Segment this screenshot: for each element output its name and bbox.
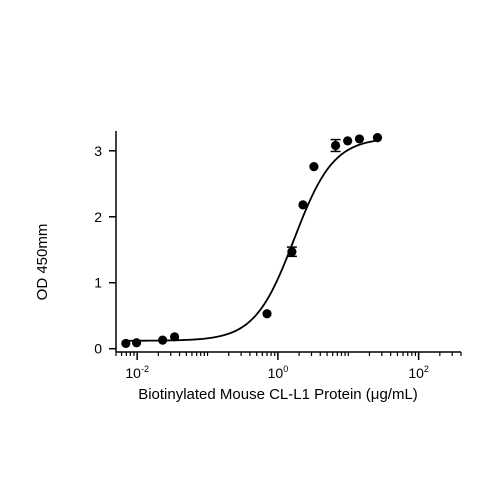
x-tick-label: 100 xyxy=(268,364,289,381)
data-point xyxy=(330,140,341,151)
data-point xyxy=(372,132,383,143)
data-point xyxy=(298,200,308,210)
y-axis-title: OD 450mm xyxy=(34,224,51,301)
y-tick-label: 2 xyxy=(94,209,102,225)
data-point xyxy=(287,247,297,257)
data-point xyxy=(343,136,353,146)
fit-curve xyxy=(125,139,378,342)
fit-curve-layer xyxy=(125,139,378,342)
data-point xyxy=(354,134,365,144)
data-point xyxy=(121,338,131,349)
y-tick-label: 1 xyxy=(94,275,102,291)
axes: 0 1 2 3 10-2 100 102 xyxy=(94,131,462,381)
x-tick-label: 10-2 xyxy=(125,364,149,381)
x-axis-title: Biotinylated Mouse CL-L1 Protein (μg/mL) xyxy=(138,386,418,403)
y-tick-label: 0 xyxy=(94,341,102,357)
data-point xyxy=(158,335,168,345)
data-point xyxy=(169,332,180,342)
data-point xyxy=(262,309,272,319)
data-points-layer xyxy=(121,132,383,349)
data-point xyxy=(309,162,319,172)
x-tick-label: 102 xyxy=(408,364,429,381)
data-point xyxy=(131,338,142,348)
y-tick-label: 3 xyxy=(94,143,102,159)
